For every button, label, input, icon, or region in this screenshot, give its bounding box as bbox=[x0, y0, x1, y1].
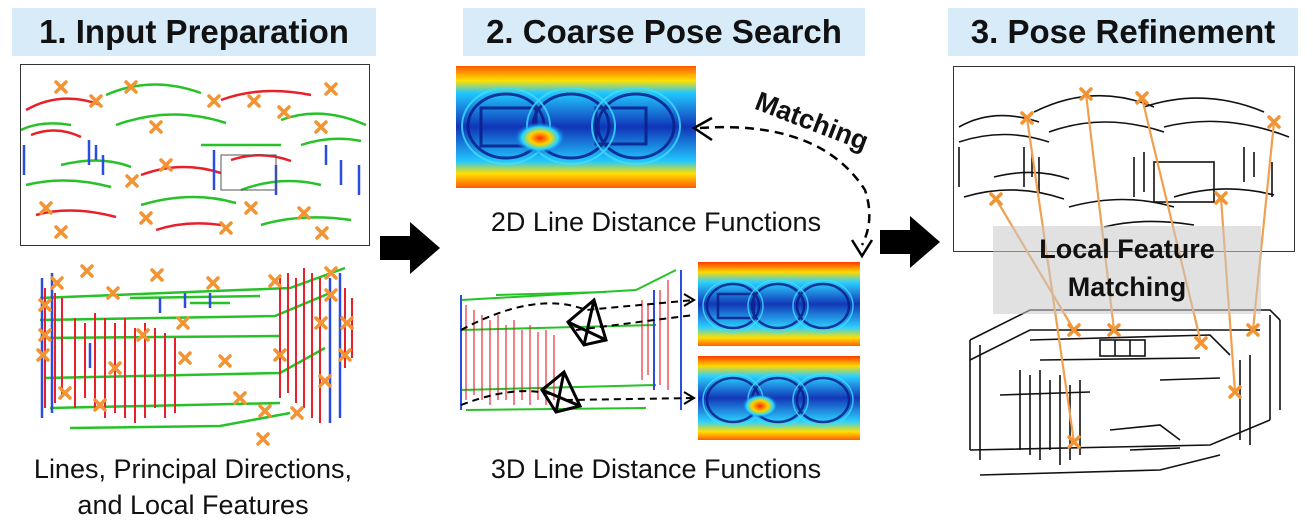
distance-map-2d bbox=[456, 66, 696, 188]
stage2-3d-model-panel bbox=[456, 260, 696, 430]
stage1-caption-line1: Lines, Principal Directions, bbox=[33, 454, 353, 484]
feature-points-3d bbox=[36, 264, 354, 446]
stage3-title: 3. Pose Refinement bbox=[948, 8, 1298, 56]
matching-arrow bbox=[691, 116, 874, 259]
overlay-line1: Local Feature bbox=[1039, 234, 1215, 264]
stage1-panorama-panel bbox=[20, 64, 370, 246]
camera-frustum-icon bbox=[565, 297, 608, 347]
feature-points bbox=[39, 80, 338, 240]
right-arrow-icon bbox=[880, 216, 940, 268]
stage2-title: 2. Coarse Pose Search bbox=[463, 8, 865, 56]
local-feature-matching-label: Local Feature Matching bbox=[993, 226, 1261, 314]
stage2-caption-2d: 2D Line Distance Functions bbox=[490, 207, 822, 237]
stage1-3d-model-panel bbox=[30, 258, 360, 450]
camera-frustum-icon bbox=[540, 369, 583, 414]
feature-match-lines bbox=[989, 87, 1281, 449]
distance-map-3d-bottom bbox=[698, 356, 860, 440]
stage2-caption-3d: 3D Line Distance Functions bbox=[490, 454, 822, 484]
3d-lines-drawing bbox=[36, 264, 354, 446]
stage1-caption-line2: and Local Features bbox=[77, 490, 309, 520]
right-arrow-icon bbox=[380, 222, 440, 274]
distance-map-3d-top bbox=[698, 262, 860, 346]
panorama-lines-drawing bbox=[21, 80, 367, 240]
stage1-title: 1. Input Preparation bbox=[12, 8, 376, 56]
overlay-line2: Matching bbox=[1067, 272, 1187, 302]
